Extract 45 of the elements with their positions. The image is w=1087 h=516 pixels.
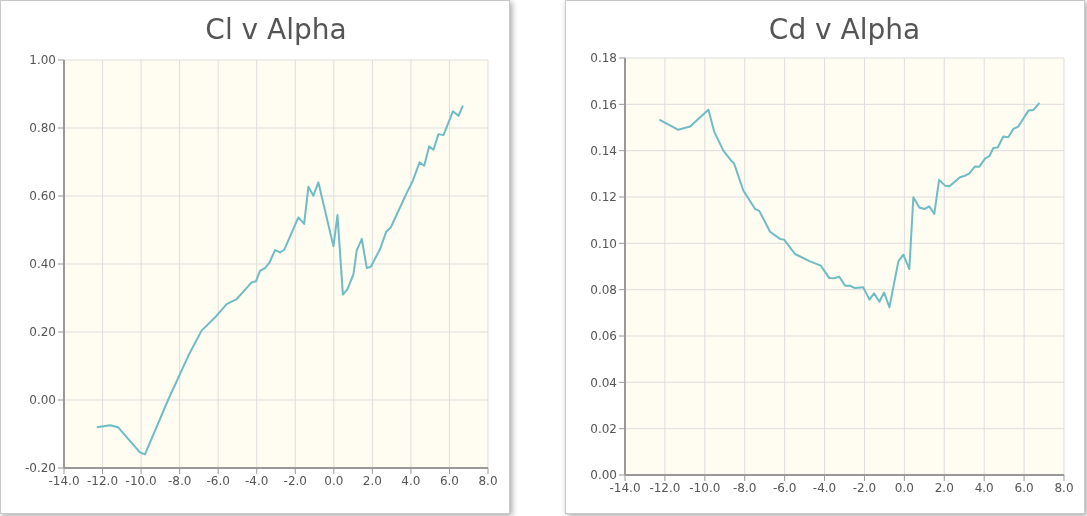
x-tick-label: -8.0 (167, 473, 192, 488)
y-tick-label: 1.00 (29, 53, 56, 68)
y-tick-label: 0.08 (590, 282, 617, 297)
x-tick-label: -12.0 (87, 473, 119, 488)
x-tick-label: 4.0 (974, 480, 994, 495)
x-tick-label: 8.0 (1054, 480, 1074, 495)
y-tick-label: 0.16 (590, 97, 617, 112)
x-tick-label: -2.0 (283, 473, 307, 488)
y-tick-label: 0.00 (29, 393, 56, 408)
y-tick-label: 0.80 (29, 121, 56, 136)
x-tick-label: -8.0 (733, 480, 757, 495)
x-tick-label: -10.0 (689, 480, 721, 495)
chart-title: Cd v Alpha (767, 13, 922, 47)
y-tick-label: 0.06 (590, 329, 617, 344)
x-tick-label: -14.0 (48, 473, 80, 488)
y-tick-label: 0.02 (590, 421, 617, 436)
x-tick-label: -4.0 (812, 480, 837, 495)
y-tick-label: 0.40 (29, 257, 56, 272)
x-tick-label: -6.0 (206, 473, 230, 488)
x-tick-label: 2.0 (934, 480, 954, 495)
y-tick-label: 0.04 (590, 375, 617, 390)
y-tick-label: -0.20 (24, 461, 56, 476)
x-tick-label: -12.0 (649, 480, 681, 495)
chart-title: Cl v Alpha (204, 13, 348, 47)
x-tick-label: -14.0 (609, 480, 641, 495)
x-tick-label: -6.0 (772, 480, 797, 495)
x-tick-label: -2.0 (852, 480, 877, 495)
y-tick-label: 0.18 (590, 51, 617, 66)
y-tick-label: 0.20 (29, 325, 56, 340)
y-tick-label: 0.10 (590, 236, 617, 251)
y-tick-label: 0.60 (29, 189, 56, 204)
x-tick-label: -10.0 (125, 473, 157, 488)
y-tick-label: 0.14 (590, 143, 617, 158)
line-series (95, 104, 464, 456)
x-tick-label: -4.0 (245, 473, 269, 488)
x-tick-label: 2.0 (362, 473, 382, 488)
x-tick-label: 0.0 (324, 473, 344, 488)
x-tick-label: 6.0 (1014, 480, 1034, 495)
x-tick-label: 4.0 (401, 473, 421, 488)
y-tick-label: 0.00 (590, 468, 617, 483)
x-tick-label: 0.0 (894, 480, 914, 495)
y-tick-label: 0.12 (590, 190, 617, 205)
line-series (658, 101, 1041, 309)
x-tick-label: 8.0 (478, 473, 498, 488)
x-tick-label: 6.0 (439, 473, 459, 488)
